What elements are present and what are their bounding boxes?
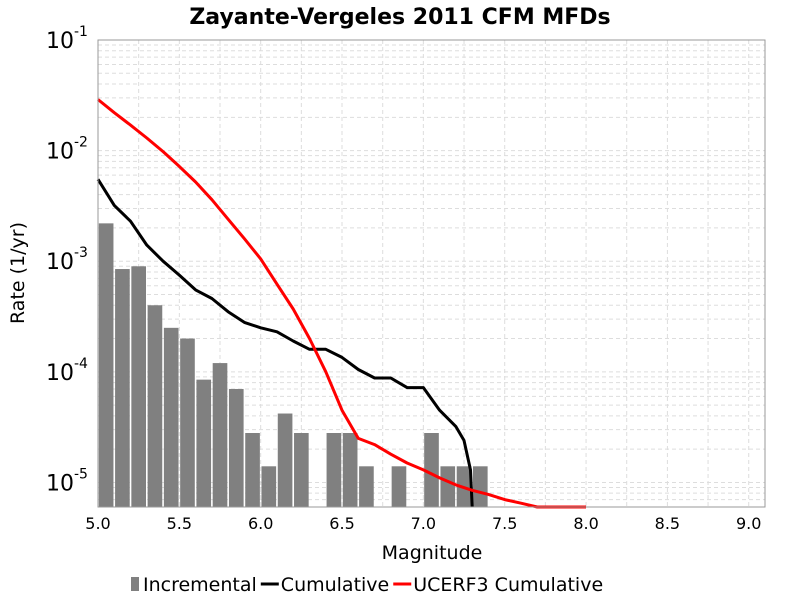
incremental-bar bbox=[294, 432, 309, 507]
incremental-bar bbox=[228, 388, 244, 507]
cumulative-lines bbox=[96, 98, 586, 509]
incremental-bar bbox=[424, 432, 439, 507]
legend-label: Incremental bbox=[143, 574, 257, 596]
y-tick-label: 10 bbox=[46, 140, 74, 165]
series-line-cumulative bbox=[96, 178, 474, 508]
legend: Incremental Cumulative UCERF3 Cumulative bbox=[131, 574, 603, 596]
incremental-bar bbox=[147, 305, 163, 507]
incremental-bar bbox=[245, 432, 260, 507]
incremental-bar bbox=[131, 266, 146, 507]
incremental-bar bbox=[440, 466, 456, 507]
x-tick-label: 5.0 bbox=[85, 514, 110, 533]
plot-frame bbox=[97, 39, 766, 508]
y-tick-label: 10 bbox=[46, 29, 74, 54]
incremental-bar bbox=[261, 466, 277, 507]
legend-swatch-incremental bbox=[131, 577, 139, 591]
grid-lines bbox=[97, 39, 765, 508]
y-tick-exponent: -4 bbox=[74, 356, 88, 372]
x-tick-label: 7.0 bbox=[411, 514, 436, 533]
legend-label: Cumulative bbox=[281, 574, 389, 596]
incremental-bar bbox=[359, 466, 374, 507]
incremental-bar bbox=[342, 432, 358, 507]
incremental-bar bbox=[115, 269, 130, 507]
y-tick-label: 10 bbox=[46, 361, 74, 386]
incremental-bar bbox=[180, 338, 195, 507]
y-axis-label: Rate (1/yr) bbox=[7, 222, 29, 324]
incremental-bar bbox=[277, 413, 293, 507]
x-tick-label: 9.0 bbox=[736, 514, 761, 533]
y-tick-label: 10 bbox=[46, 250, 74, 275]
x-tick-labels: 5.0 5.5 6.0 6.5 7.0 7.5 8.0 8.5 9.0 bbox=[85, 514, 761, 533]
incremental-bar bbox=[196, 379, 212, 507]
x-tick-label: 8.5 bbox=[655, 514, 680, 533]
y-tick-exponent: -3 bbox=[74, 245, 88, 261]
legend-label: UCERF3 Cumulative bbox=[413, 574, 603, 596]
x-axis-label: Magnitude bbox=[382, 542, 483, 564]
incremental-bar bbox=[163, 327, 179, 507]
y-tick-labels: 10-510-410-310-210-1 bbox=[46, 24, 88, 496]
incremental-bar bbox=[98, 223, 114, 507]
incremental-bar bbox=[391, 466, 407, 507]
y-tick-label: 10 bbox=[46, 471, 74, 496]
incremental-bar bbox=[212, 363, 228, 507]
incremental-bar bbox=[326, 432, 342, 507]
y-tick-exponent: -5 bbox=[74, 466, 88, 482]
incremental-bars bbox=[98, 223, 488, 507]
x-tick-label: 6.5 bbox=[329, 514, 354, 533]
x-tick-label: 8.0 bbox=[573, 514, 598, 533]
y-tick-exponent: -1 bbox=[74, 24, 88, 40]
series-line-ucerf3-cumulative bbox=[97, 98, 586, 509]
y-tick-exponent: -2 bbox=[74, 135, 88, 151]
x-tick-label: 5.5 bbox=[167, 514, 192, 533]
chart-title: Zayante-Vergeles 2011 CFM MFDs bbox=[189, 5, 610, 30]
x-tick-label: 7.5 bbox=[492, 514, 517, 533]
x-tick-label: 6.0 bbox=[248, 514, 273, 533]
incremental-bar bbox=[472, 466, 488, 507]
